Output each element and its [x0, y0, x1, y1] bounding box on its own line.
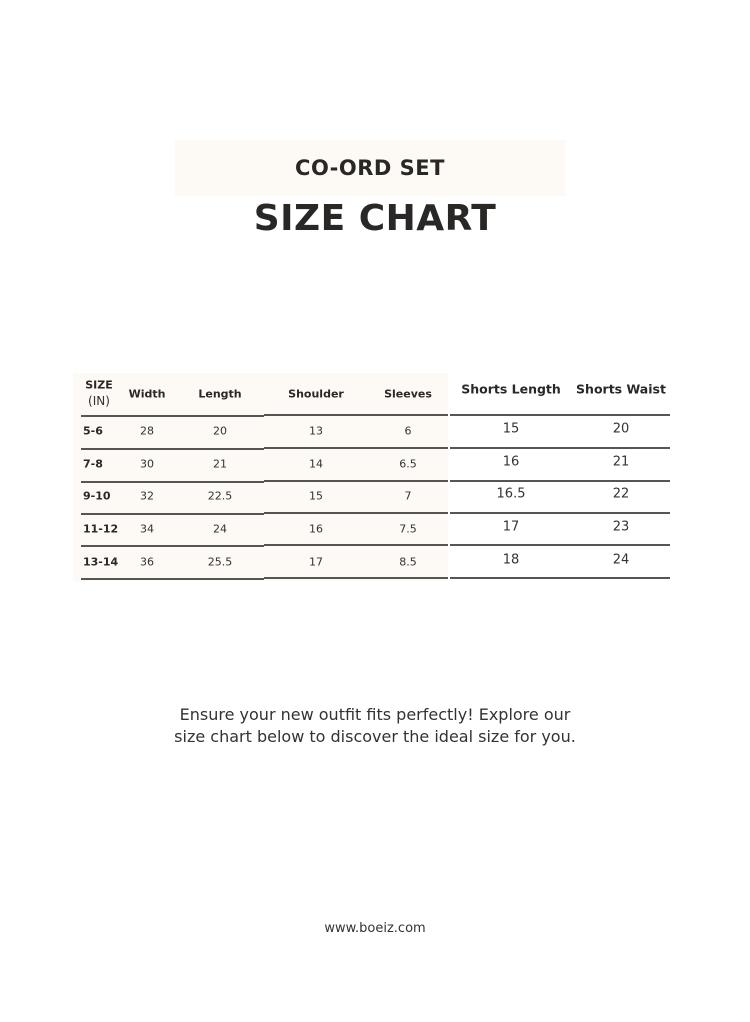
- row-divider: [81, 481, 264, 483]
- table-cell: 6: [404, 424, 412, 438]
- row-divider: [81, 578, 264, 580]
- row-divider: [81, 513, 264, 515]
- table-highlight-background: [73, 373, 448, 581]
- page-title: SIZE CHART: [253, 198, 497, 239]
- table-cell: 24: [612, 552, 630, 568]
- table-cell: 21: [612, 454, 630, 470]
- row-divider: [264, 447, 448, 449]
- row-divider: [81, 545, 264, 547]
- table-cell: 23: [612, 519, 630, 535]
- table-cell: 20: [612, 421, 630, 437]
- row-divider: [450, 480, 670, 482]
- table-cell: 14: [309, 457, 323, 471]
- table-cell: 16: [309, 522, 323, 536]
- table-cell: 13: [309, 424, 323, 438]
- table-cell: 16: [502, 454, 520, 470]
- description-line-1: Ensure your new outfit fits perfectly! E…: [179, 705, 571, 724]
- table-cell: 24: [213, 522, 227, 536]
- row-divider: [264, 544, 448, 546]
- column-header: Length: [198, 387, 242, 401]
- table-cell: 7: [404, 489, 412, 503]
- row-divider: [264, 577, 448, 579]
- row-divider: [450, 577, 670, 579]
- table-cell: 25.5: [207, 555, 233, 569]
- table-cell: 17: [502, 519, 520, 535]
- row-divider: [450, 414, 670, 416]
- table-cell: 20: [213, 424, 227, 438]
- table-cell: 21: [213, 457, 227, 471]
- column-header: Width: [128, 387, 166, 401]
- table-cell: 7.5: [399, 522, 417, 536]
- table-cell: 22.5: [207, 489, 233, 503]
- website-link[interactable]: www.boeiz.com: [324, 921, 426, 936]
- table-cell: 16.5: [496, 486, 526, 502]
- row-divider: [450, 512, 670, 514]
- table-cell: 18: [502, 552, 520, 568]
- table-cell: 36: [140, 555, 154, 569]
- table-cell: 15: [309, 489, 323, 503]
- row-size-label: 11-12: [83, 522, 119, 536]
- size-header: SIZE: [85, 378, 113, 392]
- subtitle-banner: CO-ORD SET: [175, 140, 565, 196]
- row-divider: [81, 448, 264, 450]
- column-header: Shoulder: [288, 387, 344, 401]
- table-cell: 8.5: [399, 555, 417, 569]
- row-size-label: 7-8: [83, 457, 103, 471]
- description: Ensure your new outfit fits perfectly! E…: [0, 704, 750, 748]
- row-divider: [450, 544, 670, 546]
- table-cell: 28: [140, 424, 154, 438]
- column-header: Sleeves: [384, 387, 432, 401]
- table-cell: 17: [309, 555, 323, 569]
- row-size-label: 9-10: [83, 489, 111, 503]
- table-cell: 30: [140, 457, 154, 471]
- row-divider: [264, 480, 448, 482]
- table-cell: 34: [140, 522, 154, 536]
- column-header: Shorts Length: [461, 381, 561, 397]
- description-line-2: size chart below to discover the ideal s…: [174, 727, 576, 746]
- row-size-label: 13-14: [83, 555, 119, 569]
- size-unit-header: (IN): [88, 394, 110, 408]
- row-divider: [264, 414, 448, 416]
- row-size-label: 5-6: [83, 424, 103, 438]
- row-divider: [450, 447, 670, 449]
- subtitle: CO-ORD SET: [295, 156, 445, 180]
- table-cell: 6.5: [399, 457, 417, 471]
- table-cell: 15: [502, 421, 520, 437]
- table-cell: 22: [612, 486, 630, 502]
- row-divider: [81, 415, 264, 417]
- column-header: Shorts Waist: [576, 381, 666, 397]
- row-divider: [264, 512, 448, 514]
- table-cell: 32: [140, 489, 154, 503]
